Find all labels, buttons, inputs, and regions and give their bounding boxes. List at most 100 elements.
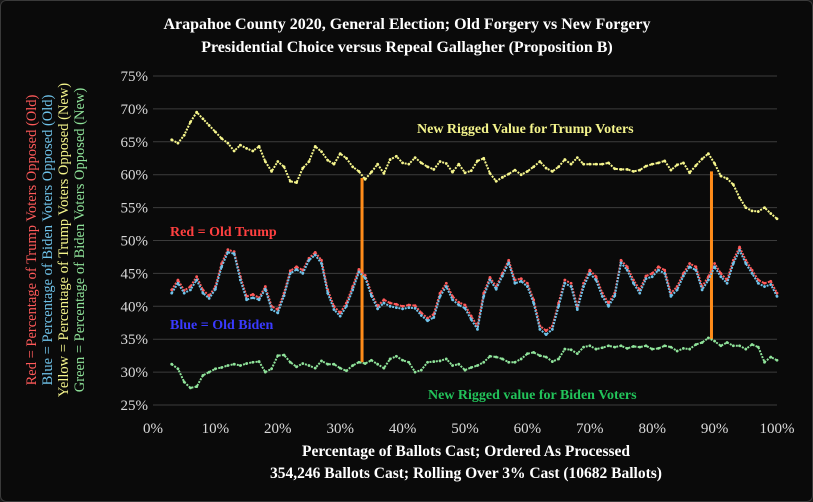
series-point [444, 281, 448, 285]
series-point [463, 303, 467, 307]
series-point [413, 370, 417, 374]
series-point [170, 138, 174, 142]
series-point [238, 278, 242, 282]
series-point [182, 133, 186, 137]
x-tick-label: 80% [638, 421, 666, 437]
series-point [444, 357, 448, 361]
series-point [301, 362, 305, 365]
series-point [632, 345, 635, 348]
series-point [507, 360, 511, 364]
series-point [182, 291, 186, 295]
y-tick-label: 35% [121, 332, 149, 348]
x-axis-label: Percentage of Ballots Cast; Ordered As P… [302, 443, 630, 460]
series-point [738, 344, 741, 348]
series-point [526, 285, 529, 288]
series-point [650, 162, 654, 166]
series-point [756, 345, 760, 349]
chart-title: Arapahoe County 2020, General Election; … [163, 16, 650, 33]
series-point [320, 258, 323, 262]
series-point [419, 314, 423, 317]
series-point [376, 307, 380, 311]
series-point [775, 295, 779, 298]
x-tick-label: 10% [202, 421, 230, 437]
series-point [557, 304, 560, 308]
series-point [613, 294, 617, 298]
series-point [332, 162, 336, 166]
series-point [307, 364, 311, 367]
series-point [469, 318, 473, 321]
series-point [550, 360, 554, 363]
series-point [370, 170, 373, 174]
series-point [257, 298, 261, 302]
series-point [700, 157, 704, 161]
y-tick-label: 75% [121, 69, 149, 85]
series-point [544, 166, 548, 170]
series-point [220, 137, 224, 140]
series-point [407, 360, 411, 364]
series-point [625, 268, 629, 272]
series-point [775, 291, 779, 295]
series-point [482, 295, 486, 298]
series-point [363, 177, 367, 181]
series-point [582, 345, 585, 349]
series-point [513, 360, 517, 364]
series-point [663, 159, 667, 163]
series-point [513, 281, 517, 285]
series-point [326, 158, 330, 162]
series-point [507, 258, 511, 262]
series-point [270, 367, 273, 371]
series-point [563, 158, 567, 161]
series-point [619, 344, 623, 348]
series-point [313, 366, 317, 370]
series-point [338, 314, 342, 318]
series-point [544, 333, 548, 336]
series-point [351, 288, 355, 292]
x-tick-label: 50% [451, 421, 479, 437]
series-point [550, 170, 554, 173]
series-point [675, 349, 679, 353]
series-point [357, 270, 361, 274]
series-point [657, 347, 660, 350]
series-point [394, 154, 398, 158]
series-point [706, 278, 710, 282]
series-point [201, 373, 205, 377]
y-axis-ticks: 25% 30% 35% 40% 45% 50% 55% 60% 65% 70% 75% [121, 69, 149, 414]
series-point [438, 295, 442, 298]
series-point [320, 150, 323, 154]
series-point [694, 268, 698, 272]
series-point [569, 162, 573, 166]
series-point [226, 248, 230, 252]
series-point [756, 210, 760, 213]
chart-subtitle: Presidential Choice versus Repeal Gallag… [201, 39, 613, 56]
series-point [282, 294, 286, 298]
series-point [488, 171, 492, 175]
series-point [463, 368, 467, 372]
series-point [600, 295, 604, 298]
series-point [763, 206, 766, 210]
series-point [245, 298, 249, 302]
series-point [725, 341, 729, 344]
series-point [488, 278, 492, 282]
series-point [438, 291, 442, 295]
y-axis-label: Red = Percentage of Trump Voters Opposed… [24, 83, 88, 397]
series-point [189, 386, 192, 390]
series-point [295, 181, 298, 184]
series-point [594, 347, 598, 351]
series-point [401, 358, 404, 362]
series-point [351, 165, 355, 169]
series-point [301, 268, 305, 272]
series-point [706, 152, 710, 156]
series-point [232, 362, 236, 366]
series-point [526, 352, 529, 356]
series-point [438, 160, 442, 163]
series-point [494, 355, 498, 359]
series-point [438, 359, 442, 363]
series-point [532, 301, 536, 305]
series-point [675, 163, 679, 167]
series-point [638, 168, 642, 172]
series-line [171, 336, 778, 389]
series-point [738, 248, 741, 252]
series-point [232, 250, 236, 254]
series-point [725, 281, 729, 285]
series-line [170, 246, 778, 332]
